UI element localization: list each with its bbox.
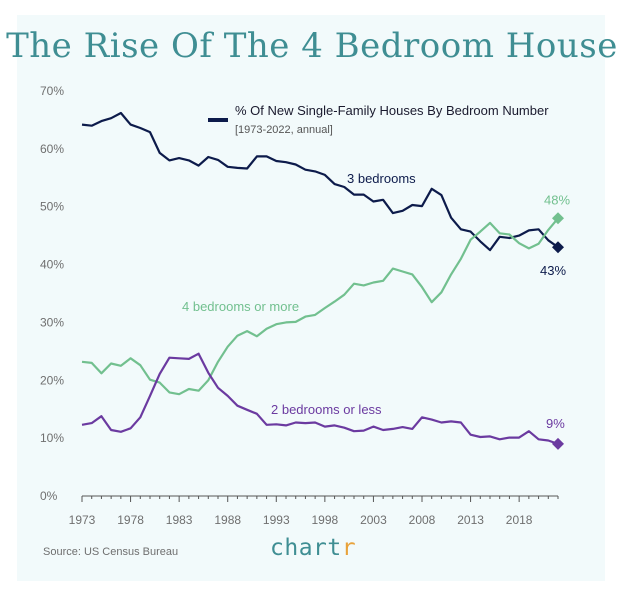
brand-logo: chartr [270,535,356,561]
y-tick-label: 50% [40,200,64,214]
series-lines [81,111,564,450]
x-tick-label: 1983 [166,513,193,527]
series-line-two [81,352,559,445]
y-tick-label: 60% [40,142,64,156]
end-marker-three [552,241,564,254]
legend: % Of New Single-Family Houses By Bedroom… [208,103,549,136]
y-tick-label: 0% [40,489,58,503]
y-tick-label: 10% [40,431,64,445]
x-tick-label: 1988 [214,513,241,527]
annotation-2-bedrooms: 2 bedrooms or less [271,402,382,417]
source-note: Source: US Census Bureau [43,546,179,558]
y-tick-label: 70% [40,84,64,98]
y-tick-label: 20% [40,373,64,387]
x-tick-label: 2013 [457,513,484,527]
x-tick-label: 2018 [506,513,533,527]
x-tick-label: 1998 [312,513,339,527]
x-tick-label: 1993 [263,513,290,527]
brand-main: chart [270,535,342,561]
x-tick-label: 2003 [360,513,387,527]
legend-subtitle: [1973-2022, annual] [235,124,333,136]
end-labels: 43% 48% 9% [540,192,570,431]
end-label-three: 43% [540,263,566,278]
end-marker-four [552,212,564,225]
brand-accent: r [341,535,357,561]
series-line-three [81,111,559,252]
end-label-two: 9% [546,416,565,431]
x-axis: 1973 1978 1983 1988 1993 1998 2003 2008 2013 2018 [69,495,559,527]
x-tick-label: 1973 [69,513,96,527]
series-line-four [81,217,559,396]
annotation-3-bedrooms: 3 bedrooms [347,171,416,186]
annotations: 3 bedrooms 4 bedrooms or more 2 bedrooms… [182,171,416,417]
y-axis: 0% 10% 20% 30% 40% 50% 60% 70% [40,84,64,503]
y-tick-label: 40% [40,258,64,272]
legend-title: % Of New Single-Family Houses By Bedroom… [235,103,549,118]
x-tick-label: 1978 [117,513,144,527]
annotation-4-bedrooms: 4 bedrooms or more [182,299,299,314]
end-label-four: 48% [544,192,570,207]
x-tick-label: 2008 [409,513,436,527]
chart-title: The Rise Of The 4 Bedroom House [6,26,618,66]
chart-card [17,15,605,581]
y-tick-label: 30% [40,315,64,329]
end-marker-two [552,437,564,450]
